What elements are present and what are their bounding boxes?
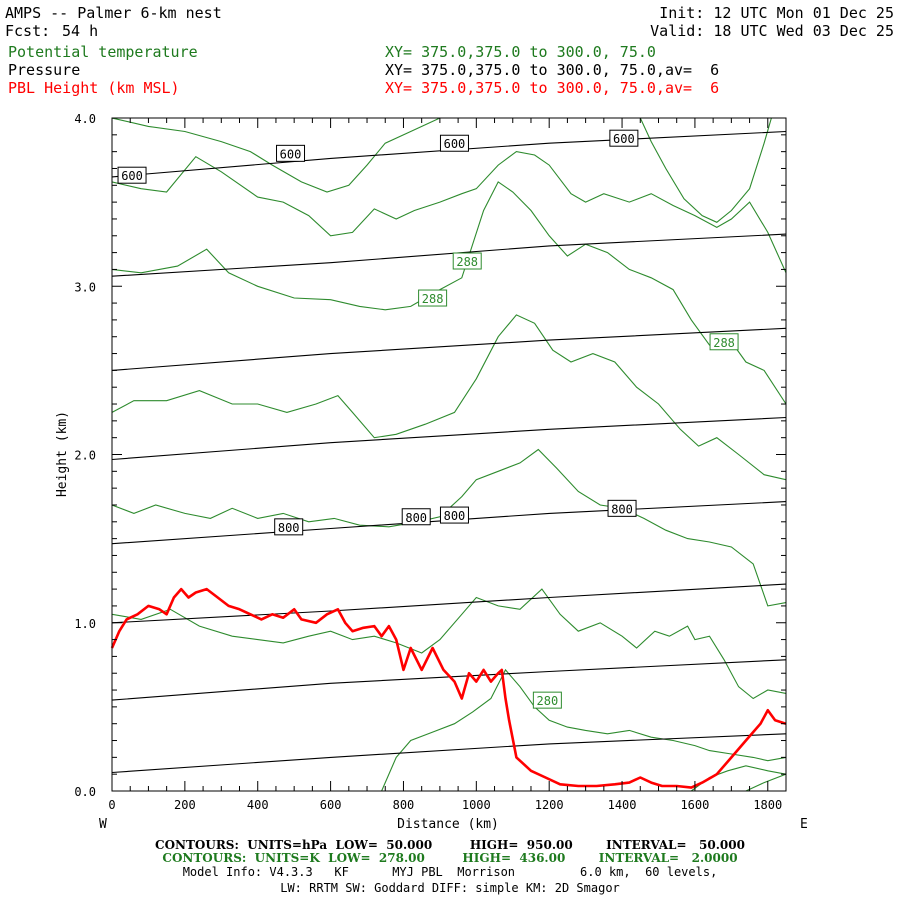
valid-time: Valid: 18 UTC Wed 03 Dec 25 — [650, 22, 894, 40]
pressure-label-4: 800 — [274, 518, 304, 536]
pressure-contour-900 — [112, 659, 786, 701]
y-tick-label: 2.0 — [74, 449, 96, 463]
pressure-label-0-text: 600 — [121, 169, 143, 183]
pressure-contour-950 — [112, 733, 786, 774]
theta-label-0-text: 288 — [456, 255, 478, 269]
legend-pressure-name: Pressure — [8, 61, 81, 79]
theta-label-0: 288 — [452, 252, 482, 270]
pressure-label-2-box — [439, 134, 469, 152]
x-tick-label: 1200 — [535, 798, 564, 812]
theta-label-0-box — [452, 252, 482, 270]
pressure-label-7-text: 800 — [611, 502, 633, 516]
theta-label-2-box — [709, 333, 739, 351]
pressure-label-1: 600 — [276, 144, 306, 162]
pressure-label-0-box — [117, 166, 147, 184]
pressure-label-1-box — [276, 144, 306, 162]
theta-contour-theta-d — [112, 181, 786, 405]
pressure-label-2: 600 — [439, 134, 469, 152]
pressure-label-5-box — [401, 508, 431, 526]
footer-model-info: Model Info: V4.3.3 KF MYJ PBL Morrison 6… — [182, 865, 718, 879]
pressure-contour-800 — [112, 501, 786, 545]
pressure-label-3: 600 — [609, 129, 639, 147]
legend-pbl-name: PBL Height (km MSL) — [8, 79, 180, 97]
theta-contour-theta-b — [639, 118, 786, 223]
legend-theta-name: Potential temperature — [8, 43, 198, 61]
pressure-contours — [112, 130, 786, 774]
theta-contour-theta-h — [381, 668, 786, 791]
theta-label-3: 280 — [532, 691, 562, 709]
axes: 0 200 400 600 800 1000 1200 1400 1600 1800 0.0 1.0 2… — [74, 112, 787, 812]
pbl-height-line — [110, 587, 787, 789]
y-tick-label: 4.0 — [74, 112, 96, 126]
legend-pbl-xy: XY= 375.0,375.0 to 300.0, 75.0,av= 6 — [385, 79, 720, 97]
y-tick-label: 1.0 — [74, 617, 96, 631]
forecast-hour: 54 h — [62, 22, 99, 40]
y-tick-label: 0.0 — [74, 785, 96, 799]
theta-contour-theta-f — [112, 448, 786, 607]
y-tick-label: 3.0 — [74, 280, 96, 294]
theta-label-2: 288 — [709, 333, 739, 351]
theta-label-1: 288 — [418, 289, 448, 307]
theta-label-3-box — [532, 691, 562, 709]
pressure-label-3-box — [609, 129, 639, 147]
pbl-height-series — [110, 587, 787, 789]
footer-physics-info: LW: RRTM SW: Goddard DIFF: simple KM: 2D… — [280, 881, 620, 895]
pressure-label-0: 600 — [117, 166, 147, 184]
x-axis-label: Distance (km) — [397, 817, 499, 832]
x-tick-label: 1000 — [462, 798, 491, 812]
pressure-label-4-box — [274, 518, 304, 536]
pressure-contour-600 — [112, 130, 786, 178]
footer-pressure-contours: CONTOURS: UNITS=hPa LOW= 50.000 HIGH= 95… — [155, 838, 745, 852]
pressure-label-7-box — [607, 499, 637, 517]
theta-contour-theta-g — [112, 588, 786, 700]
theta-label-1-box — [418, 289, 448, 307]
init-time: Init: 12 UTC Mon 01 Dec 25 — [659, 4, 894, 22]
theta-contour-theta-j — [745, 773, 786, 791]
x-tick-label: 1400 — [608, 798, 637, 812]
theta-contour-theta-e — [112, 314, 786, 481]
pressure-contour-700 — [112, 327, 786, 371]
pressure-label-6-box — [439, 506, 469, 524]
theta-contours — [112, 118, 786, 791]
theta-label-3-text: 280 — [537, 694, 559, 708]
contour-labels: 600 600 600 600 800 800 800 800 288 288 288 280 — [117, 129, 739, 709]
chart-title: AMPS -- Palmer 6-km nest — [5, 4, 222, 22]
pressure-label-2-text: 600 — [444, 137, 466, 151]
pressure-contour-750 — [112, 416, 786, 461]
x-tick-label: 800 — [393, 798, 415, 812]
pressure-contour-650 — [112, 233, 786, 277]
pressure-label-1-text: 600 — [280, 147, 302, 161]
y-axis-label: Height (km) — [55, 411, 70, 497]
legend-pressure-xy: XY= 375.0,375.0 to 300.0, 75.0,av= 6 — [385, 61, 720, 79]
x-tick-label: 400 — [247, 798, 269, 812]
west-end-label: W — [99, 817, 107, 832]
pressure-label-4-text: 800 — [278, 521, 300, 535]
pressure-label-6: 800 — [439, 506, 469, 524]
pressure-label-6-text: 800 — [444, 509, 466, 523]
theta-contour-theta-i — [690, 765, 786, 791]
pressure-contour-850 — [112, 583, 786, 624]
footer-theta-contours: CONTOURS: UNITS=K LOW= 278.00 HIGH= 436.… — [162, 851, 738, 865]
x-tick-label: 1600 — [680, 798, 709, 812]
pressure-label-7: 800 — [607, 499, 637, 517]
theta-label-1-text: 288 — [422, 292, 444, 306]
plot-frame — [111, 117, 787, 792]
forecast-label: Fcst: — [5, 22, 51, 40]
pressure-label-3-text: 600 — [613, 132, 635, 146]
theta-contour-theta-a — [112, 118, 441, 193]
x-tick-label: 600 — [320, 798, 342, 812]
legend-theta-xy: XY= 375.0,375.0 to 300.0, 75.0 — [385, 43, 656, 61]
east-end-label: E — [800, 817, 808, 832]
x-tick-label: 200 — [174, 798, 196, 812]
theta-contour-theta-c — [112, 151, 786, 274]
x-tick-label: 0 — [108, 798, 115, 812]
pressure-label-5: 800 — [401, 508, 431, 526]
pressure-label-5-text: 800 — [405, 511, 427, 525]
x-tick-label: 1800 — [753, 798, 782, 812]
theta-label-2-text: 288 — [713, 336, 735, 350]
